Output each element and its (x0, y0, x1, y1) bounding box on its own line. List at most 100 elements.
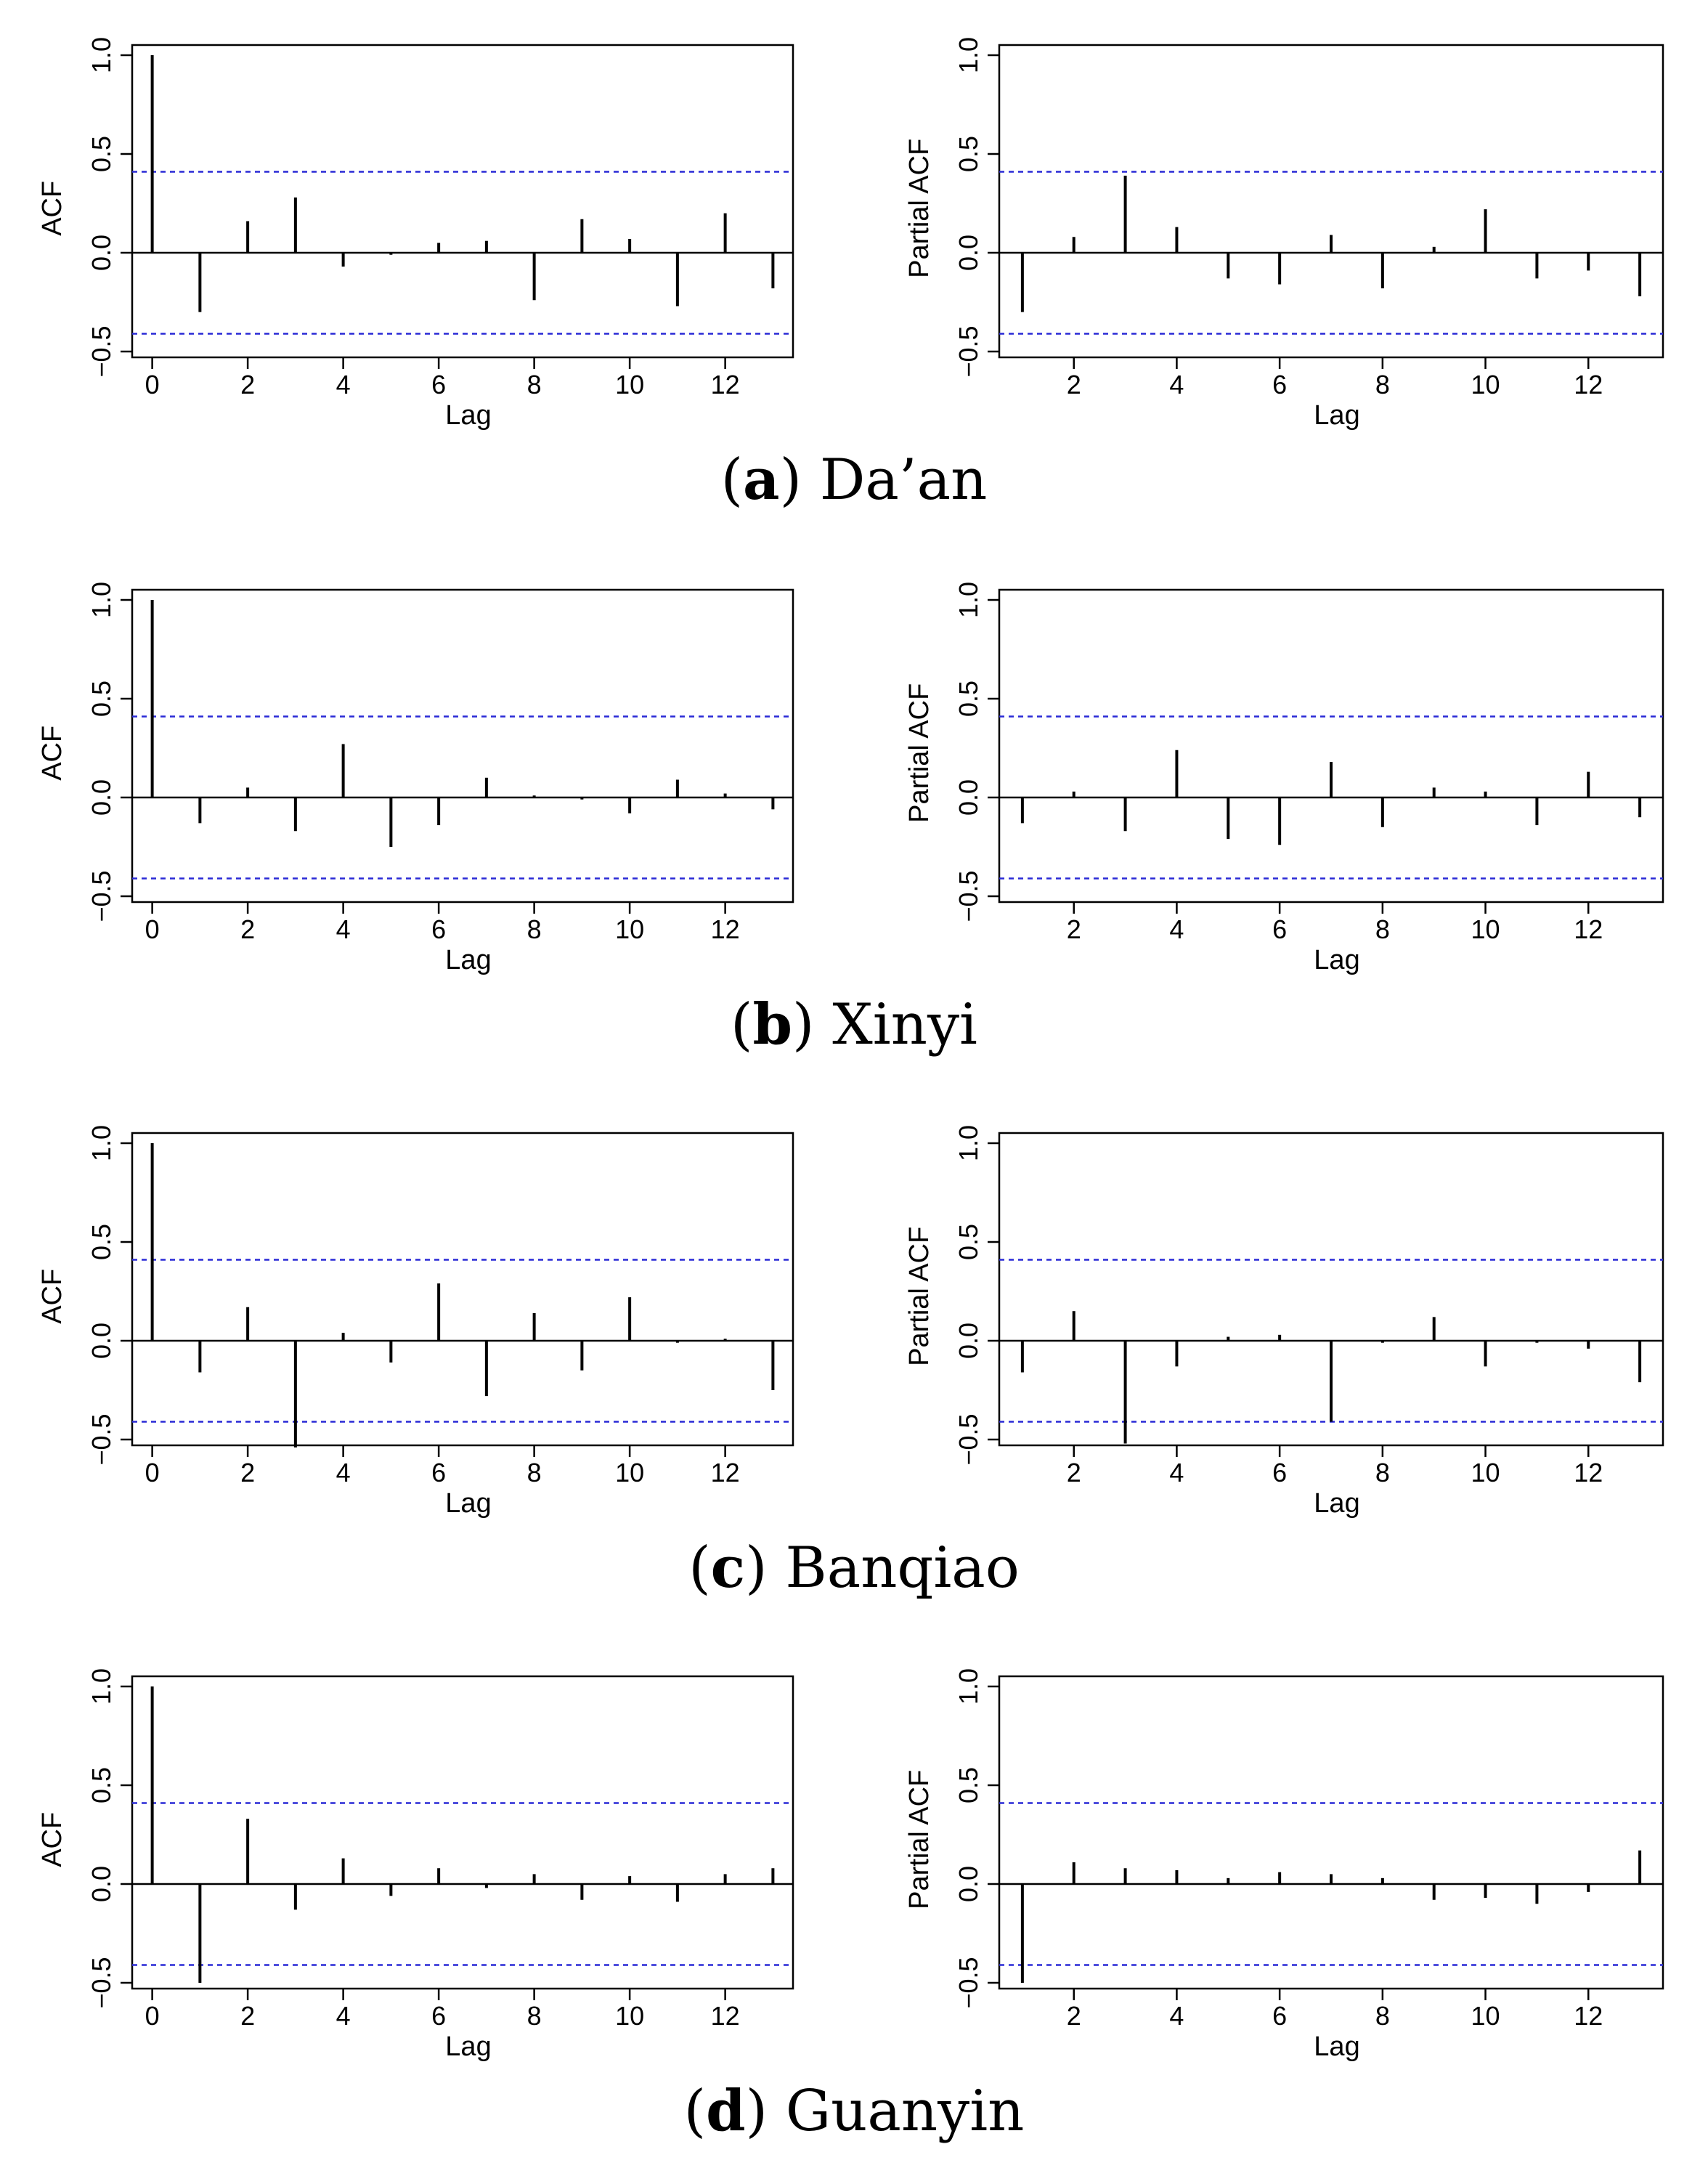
x-tick-label: 4 (336, 1458, 351, 1487)
x-axis-label: Lag (445, 400, 491, 431)
y-axis-label: Partial ACF (904, 683, 935, 823)
y-tick-label: 1.0 (86, 37, 116, 73)
panel-a-pacf-plot: −0.5 0.0 0.5 1.0 2 4 6 8 10 12 Lag Partial ACF (904, 37, 1664, 431)
x-tick-label: 8 (1375, 1458, 1390, 1487)
panel-a-acf-plot: −0.5 0.0 0.5 1.0 0 2 4 6 8 10 12 Lag ACF (37, 37, 794, 431)
y-axis-label: Partial ACF (904, 1770, 935, 1909)
caption-station: Xinyi (832, 992, 977, 1057)
x-tick-label: 2 (240, 370, 255, 399)
panel-c-pacf-plot: −0.5 0.0 0.5 1.0 2 4 6 8 10 12 Lag Partial ACF (904, 1125, 1664, 1519)
x-tick-label: 2 (240, 2001, 255, 2031)
x-tick-label: 2 (1067, 370, 1081, 399)
x-tick-label: 4 (336, 2001, 351, 2031)
x-tick-label: 0 (145, 1458, 160, 1487)
panel-d-caption: (d) Guanyin (0, 2083, 1708, 2140)
caption-station: Banqiao (785, 1535, 1020, 1601)
y-tick-label: 0.5 (953, 1767, 983, 1803)
panel-b-pacf-plot: −0.5 0.0 0.5 1.0 2 4 6 8 10 12 Lag Partial ACF (904, 582, 1664, 975)
caption-paren-close: ) (779, 447, 820, 513)
y-tick-label: −0.5 (953, 1957, 983, 2008)
plot-frame (998, 1132, 1664, 1447)
caption-paren-open: ( (731, 992, 753, 1057)
y-axis-label: Partial ACF (904, 1227, 935, 1366)
x-tick-label: 2 (240, 914, 255, 944)
y-tick-label: 1.0 (953, 1125, 983, 1161)
x-tick-label: 8 (1375, 2001, 1390, 2031)
y-tick-label: 1.0 (86, 582, 116, 618)
x-tick-label: 0 (145, 370, 160, 399)
y-tick-label: −0.5 (953, 870, 983, 922)
y-tick-label: 0.5 (86, 1224, 116, 1260)
y-tick-label: −0.5 (86, 325, 116, 377)
x-tick-label: 10 (615, 914, 644, 944)
x-tick-label: 12 (1574, 1458, 1603, 1487)
y-tick-label: 1.0 (86, 1668, 116, 1705)
plot-frame (131, 1132, 794, 1447)
y-tick-label: 0.0 (86, 779, 116, 816)
x-tick-label: 8 (527, 370, 542, 399)
y-tick-label: 0.5 (953, 681, 983, 717)
x-tick-label: 2 (1067, 914, 1081, 944)
x-tick-label: 8 (527, 2001, 542, 2031)
x-tick-label: 12 (711, 1458, 740, 1487)
x-tick-label: 12 (1574, 370, 1603, 399)
caption-letter: a (743, 447, 780, 513)
plot-frame (998, 588, 1664, 904)
y-tick-label: 0.0 (953, 779, 983, 816)
x-tick-label: 10 (615, 2001, 644, 2031)
x-tick-label: 4 (1169, 370, 1184, 399)
x-tick-label: 12 (1574, 914, 1603, 944)
y-axis-label: ACF (37, 181, 68, 236)
panel-b-acf-plot: −0.5 0.0 0.5 1.0 0 2 4 6 8 10 12 Lag ACF (37, 582, 794, 975)
y-tick-label: 1.0 (953, 582, 983, 618)
x-tick-label: 6 (431, 2001, 446, 2031)
x-tick-label: 10 (1471, 914, 1500, 944)
plot-frame (998, 44, 1664, 359)
y-tick-label: 0.0 (953, 235, 983, 271)
x-tick-label: 10 (1471, 1458, 1500, 1487)
y-tick-label: 0.5 (953, 136, 983, 172)
caption-station: Guanyin (785, 2079, 1025, 2144)
y-tick-label: 0.5 (86, 681, 116, 717)
x-tick-label: 2 (1067, 1458, 1081, 1487)
caption-paren-close: ) (745, 2079, 786, 2144)
x-tick-label: 6 (431, 914, 446, 944)
x-tick-label: 6 (1272, 370, 1287, 399)
x-axis-label: Lag (445, 1488, 491, 1519)
panel-a-caption: (a) Da’an (0, 452, 1708, 509)
caption-letter: c (710, 1535, 746, 1601)
plot-frame (131, 1675, 794, 1990)
caption-letter: d (706, 2078, 746, 2144)
panel-c-acf-plot: −0.5 0.0 0.5 1.0 0 2 4 6 8 10 12 Lag ACF (37, 1125, 794, 1519)
x-tick-label: 6 (431, 370, 446, 399)
x-tick-label: 6 (1272, 1458, 1287, 1487)
x-tick-label: 10 (615, 370, 644, 399)
x-tick-label: 12 (711, 370, 740, 399)
caption-station: Da’an (819, 447, 988, 513)
panel-d-acf-plot: −0.5 0.0 0.5 1.0 0 2 4 6 8 10 12 Lag ACF (37, 1668, 794, 2062)
y-axis-label: ACF (37, 1269, 68, 1324)
x-tick-label: 12 (711, 2001, 740, 2031)
x-tick-label: 10 (615, 1458, 644, 1487)
x-tick-label: 4 (336, 914, 351, 944)
x-axis-label: Lag (1314, 400, 1359, 431)
caption-letter: b (752, 991, 792, 1057)
x-axis-label: Lag (1314, 2031, 1359, 2062)
plot-frame (998, 1675, 1664, 1990)
y-tick-label: 1.0 (953, 37, 983, 73)
caption-paren-close: ) (745, 1535, 786, 1601)
y-axis-label: ACF (37, 1812, 68, 1867)
y-tick-label: −0.5 (86, 870, 116, 922)
x-axis-label: Lag (1314, 945, 1359, 975)
x-tick-label: 2 (1067, 2001, 1081, 2031)
y-tick-label: 0.0 (953, 1323, 983, 1359)
y-tick-label: −0.5 (953, 1413, 983, 1465)
y-tick-label: −0.5 (953, 325, 983, 377)
x-tick-label: 2 (240, 1458, 255, 1487)
x-axis-label: Lag (445, 2031, 491, 2062)
x-tick-label: 4 (1169, 2001, 1184, 2031)
x-tick-label: 8 (1375, 914, 1390, 944)
x-tick-label: 0 (145, 914, 160, 944)
x-tick-label: 12 (1574, 2001, 1603, 2031)
y-tick-label: 0.5 (953, 1224, 983, 1260)
